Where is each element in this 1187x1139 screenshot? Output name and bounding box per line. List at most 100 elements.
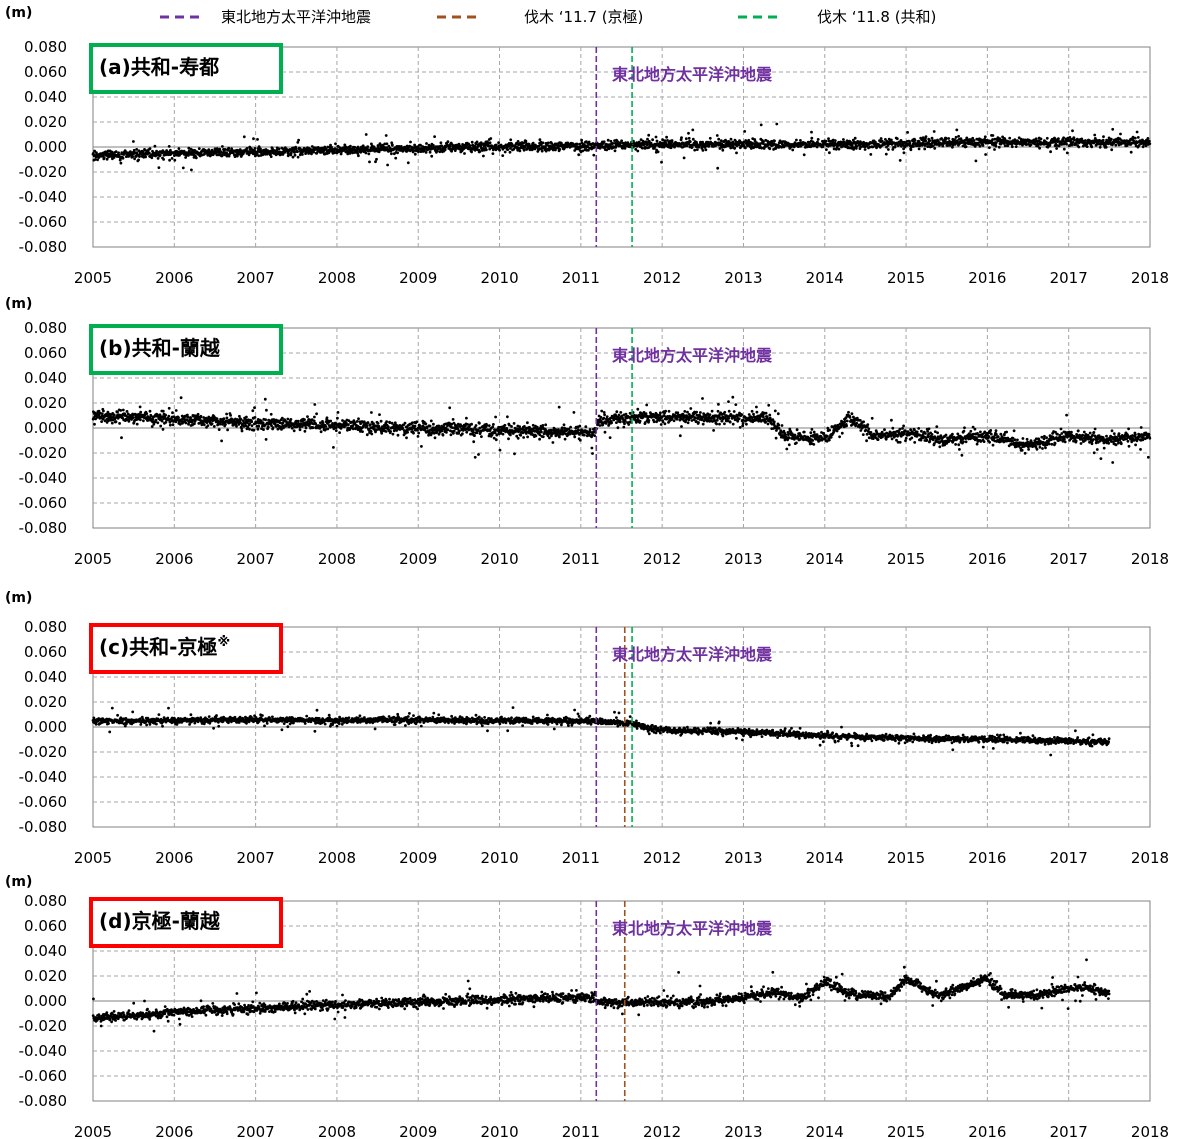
data-point — [829, 435, 833, 439]
data-point — [298, 428, 302, 432]
x-tick-label: 2012 — [643, 550, 681, 568]
data-point — [164, 413, 168, 417]
data-point — [719, 139, 723, 143]
data-point — [691, 128, 695, 132]
data-point — [498, 448, 502, 452]
data-point — [133, 157, 137, 161]
data-point — [636, 407, 640, 411]
data-point — [843, 420, 847, 423]
data-point — [266, 425, 270, 429]
data-point — [510, 425, 513, 428]
data-point — [884, 152, 888, 156]
data-point — [598, 424, 602, 427]
data-point — [348, 152, 352, 155]
data-point — [473, 434, 476, 437]
data-point — [551, 441, 555, 444]
data-point — [1065, 151, 1069, 155]
data-point — [264, 438, 268, 441]
data-point — [825, 148, 828, 152]
data-point — [257, 145, 261, 149]
data-point — [235, 424, 238, 428]
data-point — [470, 422, 473, 426]
data-point — [507, 437, 510, 441]
data-point — [563, 437, 567, 441]
data-point — [199, 414, 203, 418]
data-point — [531, 141, 535, 145]
data-point — [384, 430, 388, 433]
data-point — [155, 149, 159, 153]
data-point — [764, 411, 768, 415]
data-point — [716, 166, 720, 170]
data-point — [92, 151, 95, 155]
data-point — [588, 428, 592, 431]
data-point — [97, 156, 101, 159]
data-point — [656, 150, 660, 154]
data-point — [774, 436, 778, 440]
data-point — [727, 400, 730, 403]
data-point — [1062, 147, 1066, 151]
data-point — [824, 139, 828, 143]
data-point — [941, 144, 945, 148]
data-point — [1111, 127, 1115, 131]
data-point — [745, 422, 748, 426]
data-point — [984, 153, 987, 156]
data-point — [1133, 136, 1137, 140]
data-point — [336, 416, 339, 420]
data-point — [138, 155, 142, 158]
data-point — [335, 148, 339, 151]
data-point — [137, 158, 141, 162]
data-point — [1039, 137, 1043, 141]
data-point — [116, 410, 119, 414]
data-point — [357, 154, 360, 158]
data-point — [366, 145, 370, 149]
data-point — [578, 438, 582, 442]
data-point — [689, 407, 693, 410]
data-point — [370, 411, 373, 414]
data-point — [286, 417, 290, 421]
data-point — [623, 422, 626, 426]
data-point — [526, 435, 529, 439]
data-point — [957, 134, 960, 138]
data-point — [1008, 136, 1012, 140]
data-point — [1101, 138, 1105, 142]
y-tick-label: 0.080 — [24, 319, 67, 337]
data-point — [1010, 145, 1014, 149]
data-point — [659, 411, 662, 415]
data-point — [795, 138, 798, 142]
data-point — [375, 157, 378, 161]
y-tick-label: -0.040 — [19, 469, 67, 487]
data-point — [132, 148, 136, 152]
data-point — [1098, 145, 1102, 149]
data-point — [445, 431, 448, 434]
data-point — [401, 149, 405, 153]
data-point — [396, 433, 400, 437]
data-point — [378, 413, 381, 416]
data-point — [319, 430, 323, 434]
data-point — [810, 136, 814, 140]
data-point — [954, 135, 958, 139]
data-point — [132, 140, 135, 143]
data-point — [238, 414, 241, 418]
data-point — [821, 145, 825, 149]
data-point — [186, 415, 190, 419]
data-point — [636, 149, 640, 153]
data-point — [372, 145, 376, 149]
data-point — [439, 141, 443, 145]
data-point — [732, 410, 736, 413]
data-point — [202, 423, 206, 427]
data-point — [253, 147, 257, 150]
data-point — [744, 146, 747, 150]
data-point — [691, 137, 695, 141]
data-point — [334, 142, 337, 146]
data-point — [672, 419, 676, 423]
data-point — [406, 161, 410, 165]
data-point — [855, 144, 859, 148]
data-point — [428, 424, 432, 428]
data-point — [169, 148, 172, 152]
data-point — [787, 443, 791, 447]
data-point — [245, 147, 249, 150]
data-point — [177, 416, 180, 419]
data-point — [615, 410, 619, 414]
data-point — [275, 148, 279, 152]
